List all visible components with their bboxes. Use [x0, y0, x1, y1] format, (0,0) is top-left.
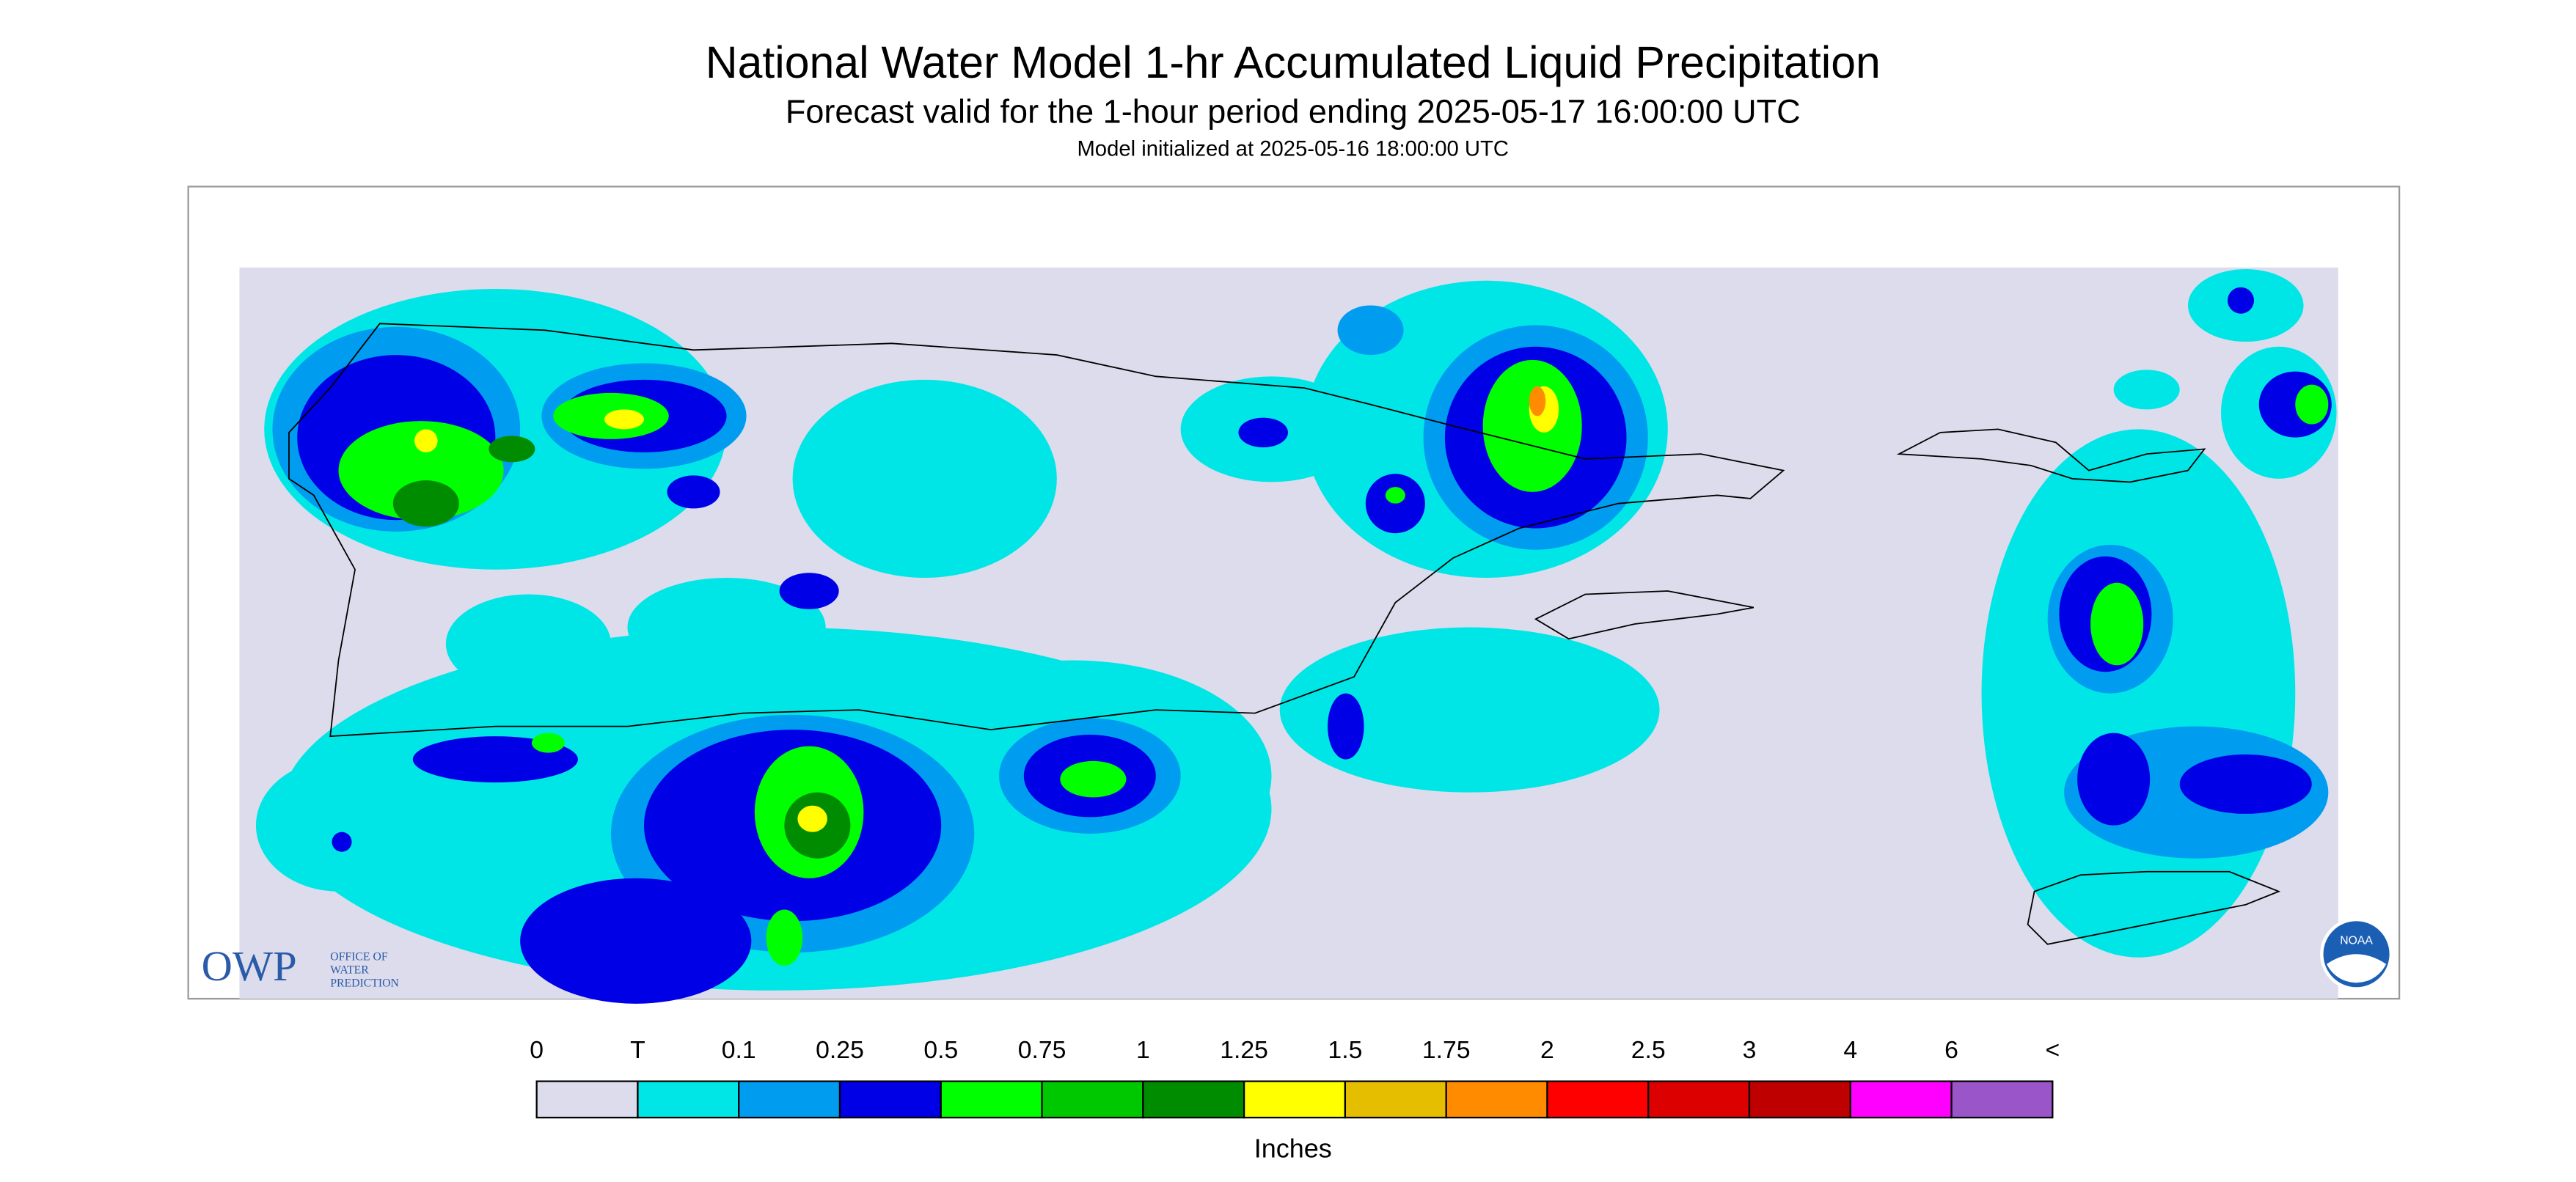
legend-label: 0.25	[816, 1036, 864, 1064]
legend-label: 3	[1743, 1036, 1757, 1064]
legend-label: 1	[1136, 1036, 1150, 1064]
legend-swatch	[637, 1080, 740, 1119]
legend-label: 0	[530, 1036, 544, 1064]
legend-label: 2.5	[1631, 1036, 1666, 1064]
legend-swatch	[1546, 1080, 1650, 1119]
legend-swatch	[1142, 1080, 1245, 1119]
title: National Water Model 1-hr Accumulated Li…	[706, 37, 1881, 87]
legend-label: 1.75	[1422, 1036, 1471, 1064]
legend-swatch	[940, 1080, 1043, 1119]
legend-label: 1.25	[1220, 1036, 1268, 1064]
map-panel: OWP OFFICE OF WATER PREDICTION NOAA	[187, 186, 2401, 1004]
init-note: Model initialized at 2025-05-16 18:00:00…	[1077, 138, 1509, 161]
legend-units: Inches	[1254, 1134, 1332, 1164]
legend-swatch	[535, 1080, 639, 1119]
owp-name-line: PREDICTION	[330, 977, 399, 989]
owp-logo: OWP OFFICE OF WATER PREDICTION	[202, 942, 400, 990]
legend-swatch	[1647, 1080, 1751, 1119]
legend-swatch	[1041, 1080, 1144, 1119]
noaa-logo: NOAA	[2320, 917, 2393, 991]
legend-swatch	[838, 1080, 942, 1119]
legend-swatch	[1950, 1080, 2054, 1119]
heavy-rain-areas	[338, 359, 2329, 966]
legend-label: T	[630, 1036, 645, 1064]
noaa-wave	[2327, 954, 2387, 983]
intense-rain-areas	[414, 386, 1559, 832]
legend-swatch	[1445, 1080, 1548, 1119]
legend-label: 0.75	[1018, 1036, 1066, 1064]
legend-swatch	[1849, 1080, 1953, 1119]
legend-label: 2	[1540, 1036, 1554, 1064]
owp-name-line: OFFICE OF	[330, 950, 388, 963]
legend-swatch	[1344, 1080, 1447, 1119]
legend-label: <	[2045, 1036, 2060, 1064]
owp-logo-text: OWP	[202, 942, 297, 990]
legend-swatch	[1243, 1080, 1347, 1119]
extreme-rain-area	[1529, 386, 1546, 416]
owp-name-line: WATER	[330, 963, 369, 976]
legend-swatch	[1748, 1080, 1851, 1119]
legend-label: 1.5	[1328, 1036, 1362, 1064]
legend-label: 4	[1843, 1036, 1857, 1064]
legend-label: 6	[1944, 1036, 1958, 1064]
legend-swatch	[738, 1080, 841, 1119]
noaa-text: NOAA	[2340, 934, 2373, 947]
coastlines	[288, 323, 2281, 945]
legend-label: 0.5	[923, 1036, 958, 1064]
legend-label: 0.1	[722, 1036, 756, 1064]
legend: 0 T 0.1 0.25 0.5 0.75 1 1.25 1.5 1.75 2 2.5 3 4 6 <	[530, 1036, 2060, 1119]
subtitle: Forecast valid for the 1-hour period end…	[786, 92, 1801, 130]
